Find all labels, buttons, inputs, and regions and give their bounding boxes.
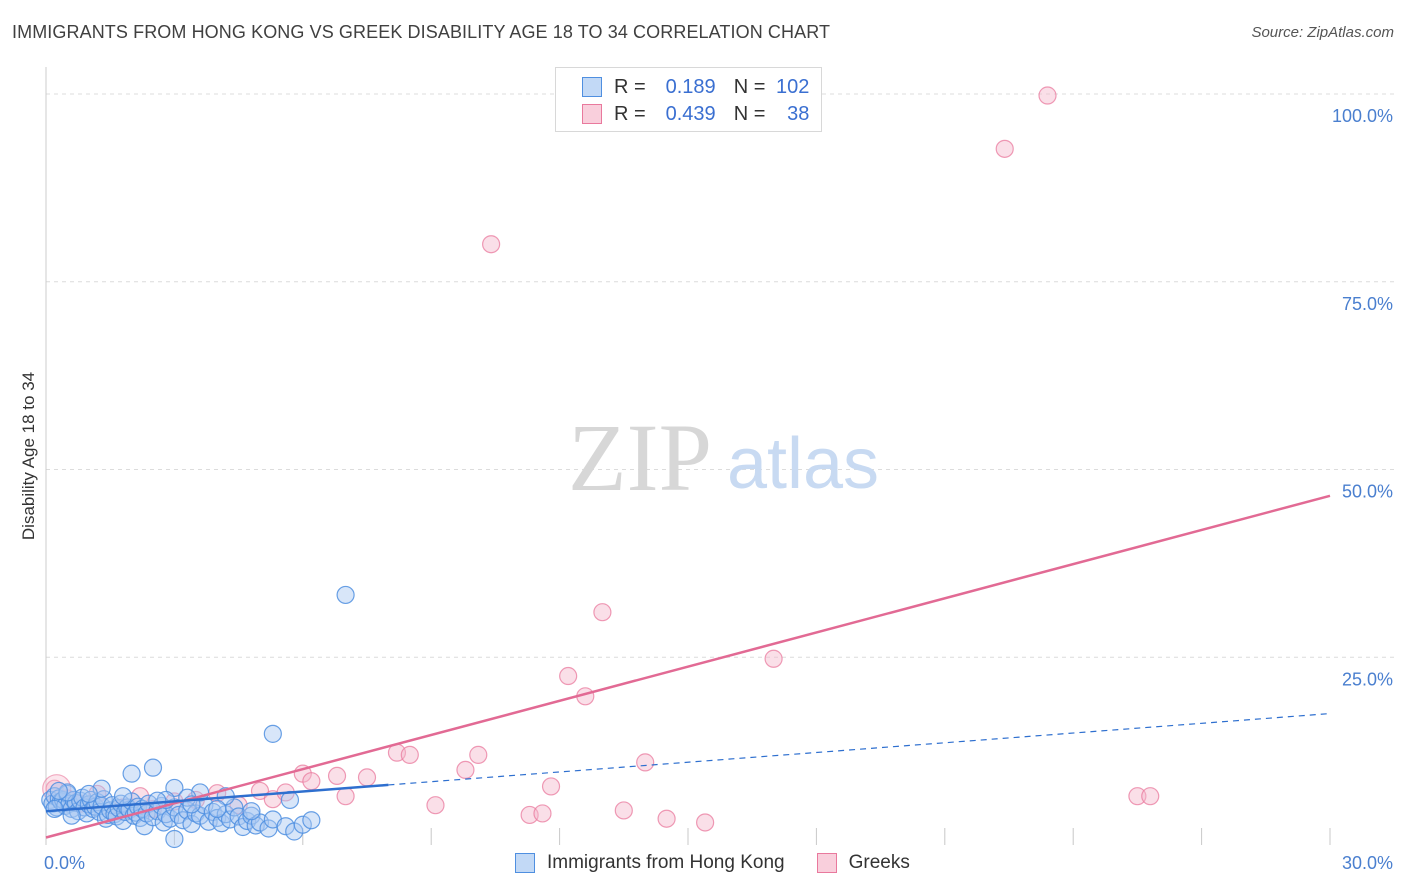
greeks-point <box>1128 787 1147 806</box>
greeks-point <box>1141 787 1160 806</box>
x-tick-label: 0.0% <box>44 853 85 873</box>
hongkong-point <box>113 787 133 806</box>
legend-r-value: 0.439 <box>665 102 716 125</box>
hongkong-point <box>62 806 81 825</box>
legend-item-hongkong[interactable]: Immigrants from Hong Kong <box>515 852 785 874</box>
y-axis-label: Disability Age 18 to 34 <box>19 372 38 540</box>
legend-r-label: R = <box>614 75 646 98</box>
y-tick-label: 100.0% <box>1332 106 1393 126</box>
hongkong-point <box>293 815 312 834</box>
greeks-point <box>357 768 377 787</box>
hongkong-point <box>122 764 141 783</box>
trend-lines <box>45 494 1331 839</box>
tick-labels: 25.0% 50.0% 75.0% 100.0% 0.0% 30.0% <box>44 106 1393 873</box>
legend-label-hongkong: Immigrants from Hong Kong <box>547 852 785 873</box>
greeks-point <box>559 666 578 686</box>
hongkong-point <box>208 799 227 819</box>
hongkong-point <box>148 791 167 810</box>
hongkong-point <box>302 811 321 830</box>
legend-swatch-pink <box>816 853 837 873</box>
hongkong-point <box>165 829 184 849</box>
hongkong-point <box>336 585 355 605</box>
greeks-point <box>764 649 783 668</box>
greeks-point <box>336 787 355 806</box>
hongkong-point <box>242 802 261 821</box>
watermark-zip: ZIP <box>568 404 712 511</box>
legend-item-greeks[interactable]: Greeks <box>816 852 910 874</box>
legend-n-label: N = <box>733 75 766 98</box>
legend-row-hongkong: R = 0.189 N = 102 <box>582 74 809 100</box>
greeks-point <box>533 804 552 823</box>
legend-row-greeks: R = 0.439 N = 38 <box>582 101 809 127</box>
source-credit: Source: ZipAtlas.com <box>1251 24 1394 41</box>
greeks-point <box>400 745 419 764</box>
axes <box>45 67 1331 845</box>
legend-r-label: R = <box>614 102 646 125</box>
hongkong-point <box>79 784 98 804</box>
legend-r-value: 0.189 <box>665 75 716 98</box>
y-tick-label: 50.0% <box>1342 482 1393 502</box>
watermark-atlas: atlas <box>727 424 879 504</box>
stats-legend: R = 0.189 N = 102 R = 0.439 N = 38 <box>555 67 822 132</box>
legend-n-label: N = <box>733 102 766 125</box>
legend-n-value: 102 <box>776 75 810 98</box>
greeks-trend-line <box>45 494 1331 839</box>
y-tick-label: 25.0% <box>1342 669 1393 689</box>
series-legend: Immigrants from Hong Kong Greeks <box>515 852 942 874</box>
greeks-point <box>426 796 445 815</box>
greeks-point <box>456 760 475 780</box>
greeks-point <box>327 766 347 786</box>
legend-swatch-blue <box>515 853 535 873</box>
grid-lines <box>46 93 1394 658</box>
legend-swatch-pink <box>582 104 602 124</box>
greeks-point <box>302 772 321 791</box>
legend-label-greeks: Greeks <box>848 852 910 873</box>
greeks-point <box>657 809 676 828</box>
greeks-point <box>995 139 1014 158</box>
x-tick-label: 30.0% <box>1342 853 1393 873</box>
greeks-point <box>636 753 655 772</box>
legend-swatch-blue <box>582 77 602 97</box>
greeks-point <box>482 235 501 254</box>
greeks-point <box>541 777 561 796</box>
hongkong-point <box>49 781 68 801</box>
legend-n-value: 38 <box>787 102 810 125</box>
greeks-point <box>1038 86 1057 105</box>
greeks-point <box>469 745 488 764</box>
y-tick-label: 75.0% <box>1342 294 1393 314</box>
greeks-point <box>696 813 715 832</box>
hongkong-point <box>143 758 163 777</box>
hongkong-point <box>263 724 282 743</box>
hongkong-trend-dashed <box>388 712 1331 786</box>
greeks-point <box>593 603 612 622</box>
chart-title: IMMIGRANTS FROM HONG KONG VS GREEK DISAB… <box>12 22 831 42</box>
hongkong-trend-line <box>45 783 389 813</box>
greeks-point <box>614 801 633 820</box>
